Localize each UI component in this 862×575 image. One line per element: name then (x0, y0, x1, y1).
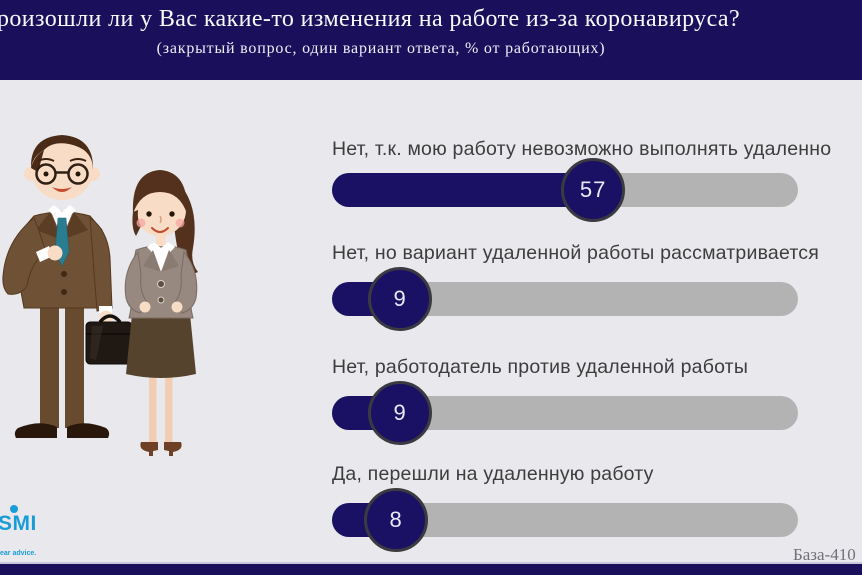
bar-knob: 9 (368, 381, 433, 445)
office-workers-illustration (2, 135, 198, 456)
page-subtitle: (закрытый вопрос, один вариант ответа, %… (156, 40, 606, 57)
bar-fill (332, 173, 594, 207)
businesswoman-figure (124, 170, 198, 456)
bar-knob: 9 (368, 267, 433, 331)
bar-row: Нет, т.к. мою работу невозможно выполнят… (332, 138, 832, 222)
footer-divider (0, 562, 862, 564)
header: роизошли ли у Вас какие-то изменения на … (0, 0, 862, 80)
agency-logo: SMI (0, 512, 37, 535)
bar-knob: 57 (561, 158, 626, 222)
footer-bar (0, 564, 862, 575)
bar-track: 8 (332, 488, 798, 552)
bar-label: Да, перешли на удаленную работу (332, 463, 654, 485)
bar-row: Нет, работодатель против удаленной работ… (332, 356, 798, 445)
bar-label: Нет, работодатель против удаленной работ… (332, 356, 749, 378)
bar-row: Нет, но вариант удаленной работы рассмат… (332, 242, 819, 331)
bar-track: 9 (332, 267, 798, 331)
bar-value: 57 (579, 177, 607, 202)
bar-knob: 8 (364, 488, 429, 552)
bar-track: 57 (332, 158, 798, 222)
bar-row: Да, перешли на удаленную работу 8 (332, 463, 798, 552)
businessman-figure (2, 135, 133, 438)
bar-label: Нет, но вариант удаленной работы рассмат… (332, 242, 819, 264)
sample-base-note: База-410 (793, 545, 856, 564)
page-title: роизошли ли у Вас какие-то изменения на … (0, 6, 741, 32)
bar-value: 9 (393, 400, 407, 425)
bar-track: 9 (332, 381, 798, 445)
agency-logo-tagline: ear advice. (0, 550, 37, 557)
bar-label: Нет, т.к. мою работу невозможно выполнят… (332, 138, 832, 160)
bar-value: 8 (389, 507, 403, 532)
logo-dot-icon (10, 505, 18, 513)
bar-value: 9 (393, 286, 407, 311)
